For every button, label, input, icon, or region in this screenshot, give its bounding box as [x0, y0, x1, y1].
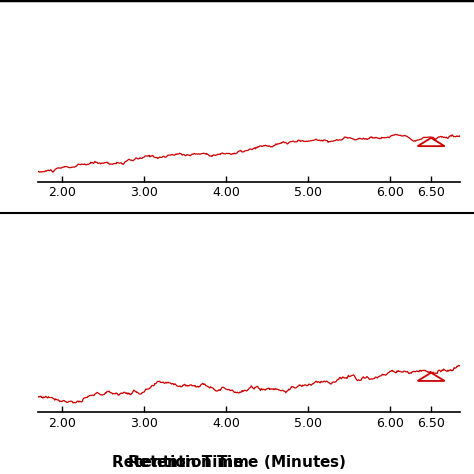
Text: Retention Time: Retention Time	[112, 455, 249, 470]
Text: $\mathbf{Retention\ Time\ }$$\mathit{\mathbf{(Minutes)}}$: $\mathbf{Retention\ Time\ }$$\mathit{\ma…	[127, 453, 347, 471]
